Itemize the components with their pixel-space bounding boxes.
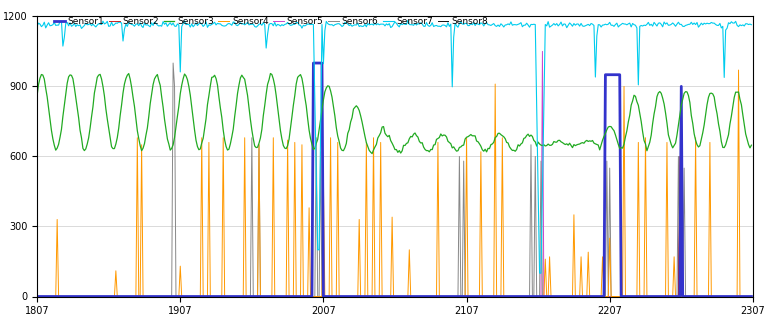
Sensor7 xyxy=(733,23,742,27)
Sensor6 xyxy=(168,61,177,65)
Line: Sensor2: Sensor2 xyxy=(37,156,751,296)
Line: Sensor4: Sensor4 xyxy=(37,70,751,296)
Sensor6 xyxy=(620,294,629,298)
Sensor1 xyxy=(378,294,387,298)
Sensor5 xyxy=(731,294,740,298)
Sensor2 xyxy=(746,294,756,298)
Sensor8 xyxy=(458,294,467,298)
Sensor3 xyxy=(32,93,41,97)
Sensor5 xyxy=(372,294,381,298)
Legend: Sensor1, Sensor2, Sensor3, Sensor4, Sensor5, Sensor6, Sensor7, Sensor8: Sensor1, Sensor2, Sensor3, Sensor4, Sens… xyxy=(52,15,490,28)
Sensor6 xyxy=(420,294,429,298)
Sensor8 xyxy=(372,294,381,298)
Sensor2 xyxy=(618,294,627,298)
Sensor3 xyxy=(375,134,384,137)
Sensor7 xyxy=(746,23,756,26)
Sensor1 xyxy=(309,61,318,65)
Sensor4 xyxy=(372,294,381,298)
Sensor5 xyxy=(419,294,429,298)
Sensor6 xyxy=(378,294,387,298)
Sensor8 xyxy=(746,294,756,298)
Sensor1 xyxy=(746,294,756,298)
Sensor5 xyxy=(32,294,41,298)
Sensor3 xyxy=(266,71,275,75)
Sensor1 xyxy=(32,294,41,298)
Line: Sensor8: Sensor8 xyxy=(37,203,751,296)
Sensor7 xyxy=(403,19,412,22)
Sensor3 xyxy=(367,152,376,156)
Sensor5 xyxy=(746,294,756,298)
Sensor1 xyxy=(731,294,740,298)
Sensor5 xyxy=(620,294,629,298)
Sensor4 xyxy=(746,294,756,298)
Sensor3 xyxy=(733,90,742,94)
Sensor8 xyxy=(32,294,41,298)
Sensor2 xyxy=(372,294,381,298)
Sensor7 xyxy=(535,271,545,275)
Sensor6 xyxy=(373,294,382,298)
Sensor2 xyxy=(731,294,740,298)
Sensor5 xyxy=(376,294,386,298)
Sensor2 xyxy=(376,294,386,298)
Sensor4 xyxy=(618,294,627,298)
Sensor2 xyxy=(458,294,467,298)
Sensor1 xyxy=(420,294,429,298)
Line: Sensor6: Sensor6 xyxy=(37,63,751,296)
Sensor4 xyxy=(458,294,467,298)
Sensor6 xyxy=(731,294,740,298)
Sensor4 xyxy=(730,294,739,298)
Sensor1 xyxy=(620,294,629,298)
Sensor8 xyxy=(618,294,627,298)
Sensor4 xyxy=(376,140,386,144)
Sensor5 xyxy=(538,49,547,53)
Sensor2 xyxy=(32,294,41,298)
Sensor1 xyxy=(459,294,468,298)
Sensor7 xyxy=(32,24,41,28)
Sensor6 xyxy=(32,294,41,298)
Sensor8 xyxy=(419,294,429,298)
Sensor1 xyxy=(373,294,382,298)
Line: Sensor1: Sensor1 xyxy=(37,63,751,296)
Sensor7 xyxy=(459,22,468,26)
Sensor3 xyxy=(621,135,630,139)
Sensor2 xyxy=(675,154,684,158)
Sensor8 xyxy=(376,294,386,298)
Sensor3 xyxy=(461,137,470,141)
Sensor8 xyxy=(731,294,740,298)
Sensor3 xyxy=(746,143,756,147)
Sensor7 xyxy=(376,22,386,26)
Line: Sensor3: Sensor3 xyxy=(37,73,751,154)
Sensor5 xyxy=(458,294,467,298)
Line: Sensor7: Sensor7 xyxy=(37,20,751,273)
Sensor3 xyxy=(422,149,431,152)
Sensor7 xyxy=(420,25,429,28)
Line: Sensor5: Sensor5 xyxy=(37,51,751,296)
Sensor4 xyxy=(419,294,429,298)
Sensor6 xyxy=(459,159,468,163)
Sensor4 xyxy=(734,68,743,72)
Sensor6 xyxy=(746,294,756,298)
Sensor3 xyxy=(379,125,388,129)
Sensor7 xyxy=(372,23,381,27)
Sensor7 xyxy=(621,22,630,26)
Sensor2 xyxy=(419,294,429,298)
Sensor8 xyxy=(675,201,684,205)
Sensor4 xyxy=(32,294,41,298)
